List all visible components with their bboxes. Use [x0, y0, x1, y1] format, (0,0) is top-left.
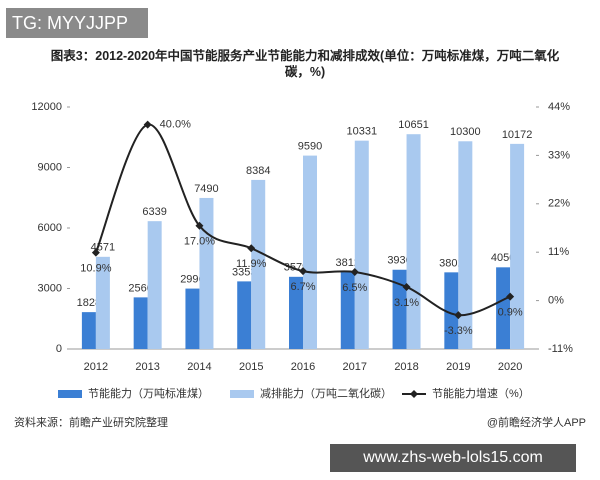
x-tick-label: 2013: [135, 361, 159, 373]
legend-label: 节能能力增速（%）: [432, 386, 530, 400]
y2-tick-label: 0%: [548, 295, 564, 307]
y2-tick-label: 33%: [548, 149, 570, 161]
bar-value-label: 10651: [398, 119, 429, 131]
bar-value-label: 2996: [180, 273, 204, 285]
bar-value-label: 7490: [194, 183, 218, 195]
x-tick-label: 2016: [291, 361, 315, 373]
legend-swatch: [230, 390, 254, 398]
line-value-label: 10.9%: [80, 263, 111, 275]
bar-value-label: 1828: [77, 297, 101, 309]
bar-value-label: 10300: [450, 126, 481, 138]
y-tick-label: 12000: [31, 101, 62, 113]
watermark: www.zhs-web-lols15.com: [330, 444, 576, 472]
line-marker: [402, 282, 411, 291]
bar-value-label: 3812: [336, 257, 360, 269]
y-tick-label: 0: [56, 343, 62, 355]
line-value-label: 6.7%: [290, 281, 315, 293]
legend-label: 节能能力（万吨标准煤）: [88, 386, 209, 400]
legend-label: 减排能力（万吨二氧化碳）: [260, 386, 392, 400]
bar: [237, 281, 252, 349]
y2-tick-label: 11%: [548, 246, 569, 258]
line-marker: [195, 221, 204, 230]
bar: [444, 272, 459, 349]
chart-title: 图表3：2012-2020年中国节能服务产业节能能力和减排成效(单位：万吨标准煤…: [50, 49, 560, 79]
bar-value-label: 4050: [491, 252, 515, 264]
bar: [185, 288, 200, 349]
bar: [199, 197, 214, 349]
bar: [340, 272, 355, 349]
bar-value-label: 3930: [387, 255, 411, 267]
x-tick-label: 2012: [84, 361, 108, 373]
line-value-label: 40.0%: [160, 119, 191, 131]
line-value-label: 0.9%: [498, 307, 523, 319]
line-value-label: 6.5%: [342, 282, 367, 294]
bar: [392, 269, 407, 349]
bar-value-label: 3353: [232, 266, 256, 278]
y-tick-label: 6000: [38, 222, 62, 234]
x-tick-label: 2017: [343, 361, 367, 373]
bar-value-label: 10331: [346, 126, 377, 138]
bar: [510, 143, 525, 349]
bar: [354, 140, 369, 349]
bar: [147, 221, 162, 349]
x-tick-label: 2019: [446, 361, 470, 373]
bar-value-label: 6339: [142, 206, 166, 218]
line-marker: [143, 120, 152, 129]
bar: [251, 179, 266, 349]
line-value-label: 11.9%: [236, 258, 267, 270]
y-tick-label: 3000: [38, 282, 62, 294]
bar: [289, 276, 303, 349]
line-marker: [454, 311, 463, 320]
bar-value-label: 8384: [246, 165, 270, 177]
legend-swatch: [58, 390, 82, 398]
legend-swatch: [410, 390, 418, 398]
x-tick-label: 2018: [394, 361, 418, 373]
y2-tick-label: -11%: [548, 343, 573, 355]
bar: [81, 312, 96, 349]
bar: [133, 297, 148, 349]
line-marker: [247, 244, 256, 253]
y2-tick-label: 44%: [548, 101, 570, 113]
line-marker: [91, 248, 100, 257]
bar-value-label: 2560: [128, 282, 152, 294]
line-value-label: 17.0%: [184, 236, 215, 248]
bar: [496, 267, 511, 349]
bar: [458, 141, 473, 349]
line-marker: [506, 292, 515, 301]
bar-value-label: 9590: [298, 141, 322, 153]
x-tick-label: 2015: [239, 361, 263, 373]
source-note: 资料来源：前瞻产业研究院整理: [14, 417, 168, 429]
bar: [303, 155, 317, 349]
credit: @前瞻经济学人APP: [486, 417, 586, 429]
x-tick-label: 2014: [187, 361, 211, 373]
bar: [406, 134, 421, 349]
y-tick-label: 9000: [38, 161, 62, 173]
bar: [95, 256, 110, 349]
header-tag: TG: MYYJJPP: [6, 8, 148, 38]
line-value-label: -3.3%: [444, 325, 473, 337]
y2-tick-label: 22%: [548, 198, 570, 210]
bar-value-label: 3801: [439, 257, 463, 269]
bar-value-label: 10172: [502, 129, 533, 141]
x-tick-label: 2020: [498, 361, 522, 373]
line-marker: [350, 268, 359, 276]
line-marker: [299, 267, 307, 276]
line-value-label: 3.1%: [394, 297, 419, 309]
